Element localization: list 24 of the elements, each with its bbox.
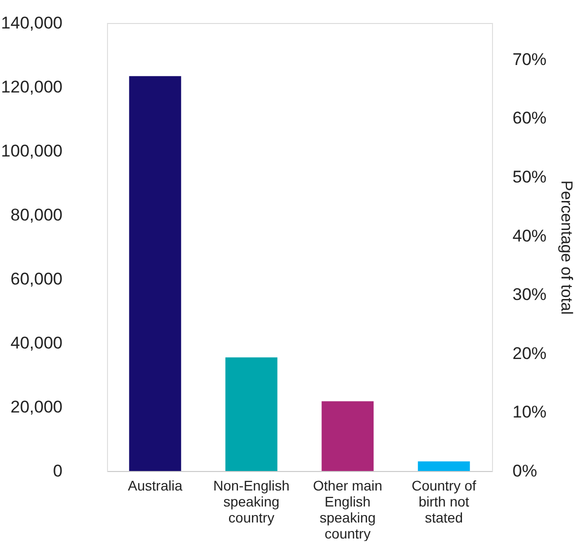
y-tick-label: 100,000 xyxy=(1,142,62,160)
y-tick-label: 0 xyxy=(53,462,62,480)
y-tick-label: 60,000 xyxy=(10,270,62,288)
y2-tick-label: 10% xyxy=(512,402,547,422)
bar xyxy=(225,357,278,471)
y2-tick-label: 60% xyxy=(512,108,547,128)
y2-tick-label: 50% xyxy=(512,168,547,187)
y2-tick-label: 70% xyxy=(512,50,547,69)
y-tick-label: 40,000 xyxy=(10,334,62,352)
bar xyxy=(322,401,374,471)
bar xyxy=(129,76,182,471)
y2-tick-label: 40% xyxy=(512,226,547,246)
y-tick-label: 80,000 xyxy=(10,206,62,224)
y-tick-label: 20,000 xyxy=(10,398,62,416)
y-tick-label: 140,000 xyxy=(1,14,62,32)
bar xyxy=(418,461,470,471)
y2-axis-title: Percentage of total xyxy=(558,180,575,315)
y2-tick-label: 0% xyxy=(512,462,538,480)
y-tick-label: 120,000 xyxy=(1,78,62,96)
y2-tick-label: 30% xyxy=(512,285,547,304)
y2-tick-label: 20% xyxy=(512,344,547,363)
x-tick-label: Australia xyxy=(128,478,183,494)
x-tick-label: Country of birth not stated xyxy=(412,478,476,526)
x-tick-label: Non-English speaking country xyxy=(213,478,290,526)
